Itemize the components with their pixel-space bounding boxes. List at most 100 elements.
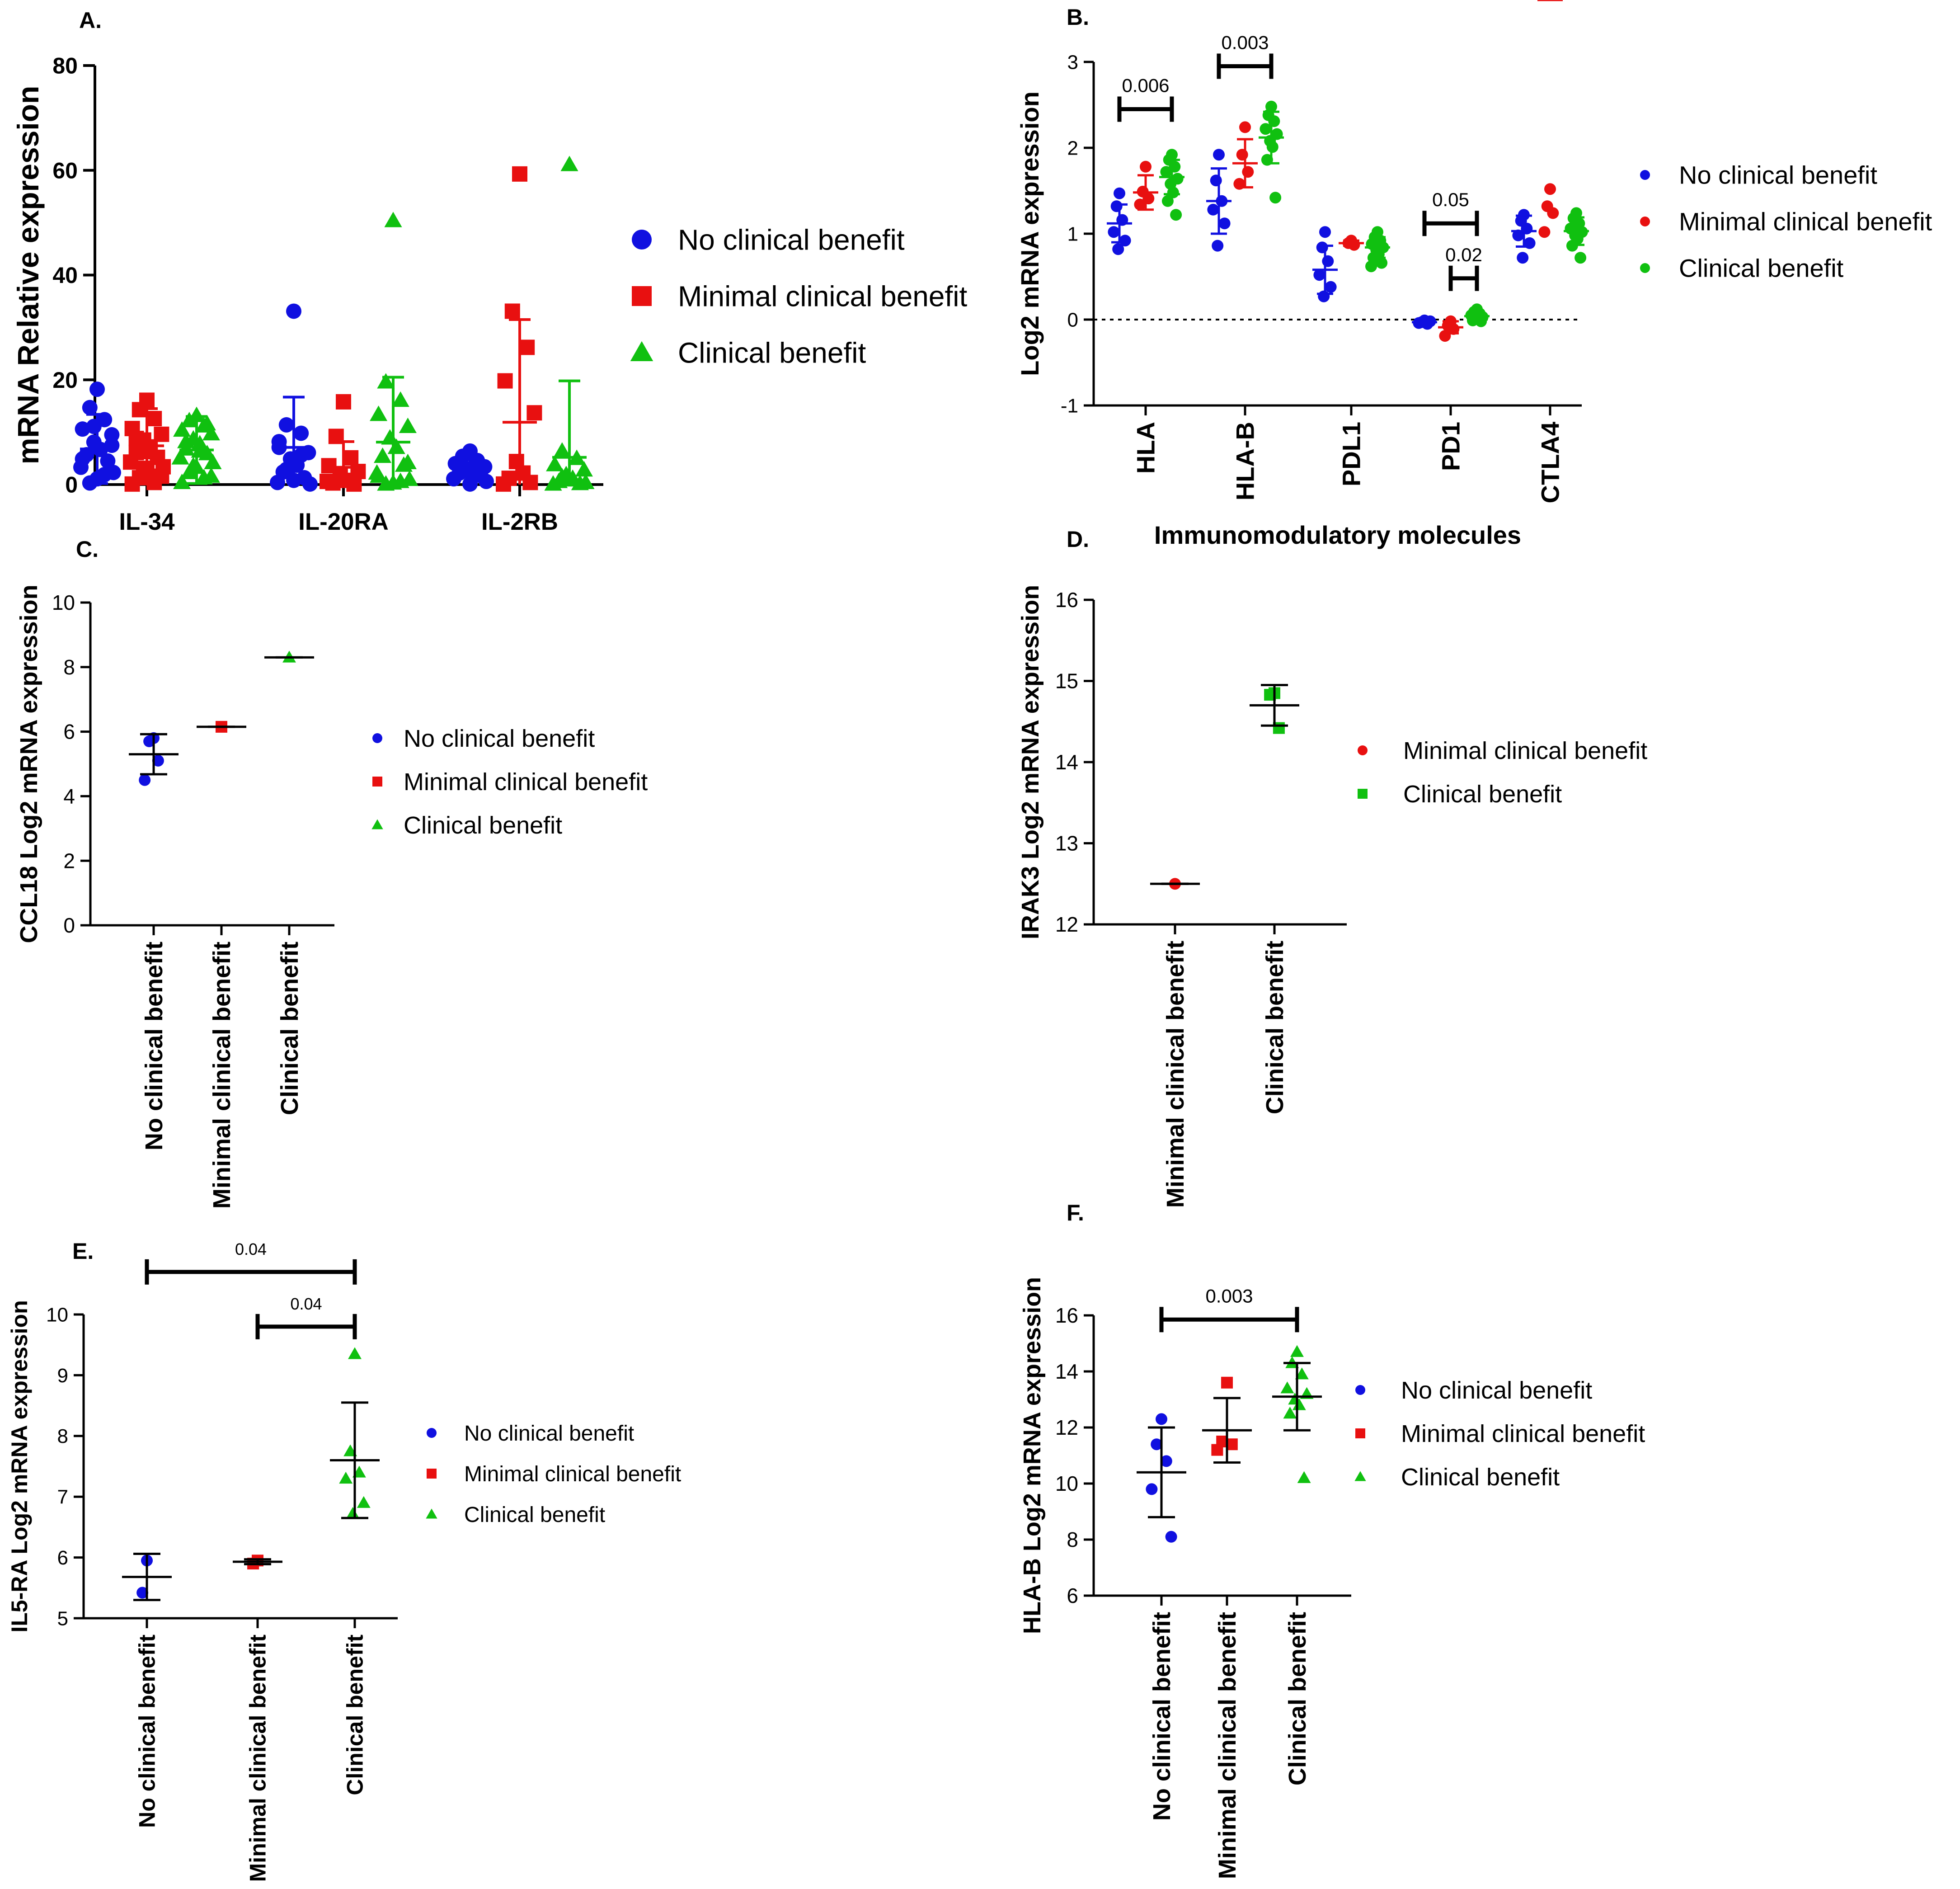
panel-e-xtick-label-clinical-benefit: Clinical benefit (343, 1635, 368, 1795)
panel-b-no-clinical-benefit-point (1313, 269, 1325, 281)
panel-a-ytick-label: 80 (52, 53, 78, 79)
panel-b-no-clinical-benefit-point (1512, 229, 1524, 241)
panel-e-clinical-benefit-point (339, 1471, 353, 1484)
panel-b-bracket-3-pvalue: 0.02 (1445, 244, 1482, 265)
panel-f-no-clinical-benefit-point (1146, 1483, 1158, 1495)
panel-f-clinical-benefit-point (1290, 1345, 1304, 1357)
panel-d-letter: D. (1067, 527, 1089, 552)
panel-b-clinical-benefit-point (1260, 123, 1272, 135)
panel-b-ytick-label: 3 (1067, 51, 1078, 73)
panel-d-ytick-label: 15 (1055, 669, 1078, 693)
panel-a-minimal-clinical-benefit-point (526, 405, 542, 421)
panel-a-clinical-benefit-point (553, 468, 571, 484)
panel-a-ytick-label: 40 (52, 263, 78, 288)
panel-f-legend-marker-minimal-clinical-benefit (1355, 1428, 1365, 1438)
panel-e-ytick-label: 6 (57, 1547, 68, 1569)
panel-a-xtick-label-il-20ra: IL-20RA (298, 509, 388, 535)
panel-d-ytick-label: 13 (1055, 832, 1078, 855)
panel-a-minimal-clinical-benefit-point (504, 303, 520, 319)
panel-c-ytick-label: 0 (63, 914, 75, 937)
panel-a-clinical-benefit-point (202, 425, 220, 441)
panel-b-bracket-2-pvalue: 0.05 (1432, 189, 1469, 210)
panel-b-no-clinical-benefit-point (1110, 200, 1123, 212)
panel-f-clinical-benefit-point (1283, 1407, 1297, 1419)
panel-b-no-clinical-benefit-point (1517, 252, 1529, 264)
panel-a: A. 0 20 40 60 80 mRNA Relative expression IL-34… (11, 8, 967, 535)
panel-a-no-clinical-benefit-point (278, 417, 294, 433)
panel-a-minimal-clinical-benefit-point (512, 166, 527, 182)
panel-b-minimal-clinical-benefit-point (1547, 207, 1559, 219)
panel-c-ylabel: CCL18 Log2 mRNA expression (15, 584, 42, 943)
panel-e-letter: E. (72, 1239, 94, 1264)
panel-b-xtick-label-ctla4: CTLA4 (1536, 422, 1565, 503)
panel-a-clinical-benefit-point (560, 155, 578, 171)
panel-b-xtick-label-pd1: PD1 (1437, 422, 1465, 471)
panel-d-xtick-label-minimal-clinical-benefit: Minimal clinical benefit (1162, 941, 1189, 1208)
panel-f-ytick-label: 10 (1055, 1472, 1078, 1495)
panel-a-no-clinical-benefit-point (302, 476, 318, 492)
panel-f-bracket-0-pvalue: 0.003 (1205, 1285, 1253, 1306)
panel-a-clinical-benefit-point (577, 473, 595, 490)
panel-a-letter: A. (79, 8, 102, 33)
panel-a-no-clinical-benefit-point (86, 419, 102, 434)
panel-a-clinical-benefit-point (399, 453, 417, 469)
panel-a-minimal-clinical-benefit-point (346, 476, 362, 492)
panel-a-clinical-benefit-point (202, 467, 220, 483)
panel-a-minimal-clinical-benefit-point (154, 468, 169, 484)
panel-a-legend-label-clinical-benefit: Clinical benefit (678, 336, 866, 369)
panel-a-clinical-benefit-point (204, 453, 222, 469)
panel-a-no-clinical-benefit-point (270, 475, 285, 490)
panel-a-no-clinical-benefit-point (278, 462, 294, 477)
panel-b-letter: B. (1067, 5, 1089, 30)
panel-a-minimal-clinical-benefit-point (497, 373, 513, 389)
panel-b-clinical-benefit-point (1365, 260, 1377, 273)
panel-f-minimal-clinical-benefit-point (1221, 1376, 1233, 1389)
panel-b-clinical-benefit-point (1161, 195, 1174, 207)
panel-e-xtick-label-no-clinical-benefit: No clinical benefit (135, 1635, 160, 1828)
panel-a-clinical-benefit-point (173, 421, 191, 437)
panel-b-xtick-label-pdl1: PDL1 (1337, 422, 1366, 486)
panel-f: F. 6 8 10 12 14 16 HLA-B Log2 mRNA expression No… (1019, 1200, 1645, 1879)
panel-b-no-clinical-benefit-point (1218, 217, 1231, 230)
panel-a-no-clinical-benefit-point (462, 476, 478, 492)
panel-a-clinical-benefit-point (391, 472, 409, 488)
panel-e-ytick-label: 8 (57, 1425, 68, 1447)
panel-b: B. -1 0 1 2 3 Log2 mRNA expression HLA HLA-B PDL1… (1015, 0, 1932, 549)
panel-c: C. 0 2 4 6 8 10 CCL18 Log2 mRNA expression No cl… (15, 537, 648, 1209)
panel-b-minimal-clinical-benefit-point (1439, 330, 1451, 342)
panel-a-clinical-benefit-point (177, 433, 195, 448)
panel-d-ytick-label: 16 (1055, 588, 1078, 612)
panel-e-ytick-label: 5 (57, 1607, 68, 1630)
panel-a-no-clinical-benefit-point (446, 471, 461, 487)
panel-b-minimal-clinical-benefit-point (1239, 121, 1251, 133)
panel-a-ytick-label: 0 (65, 472, 78, 498)
panel-d: D. 12 13 14 15 16 IRAK3 Log2 mRNA expression Mi… (1017, 527, 1647, 1208)
panel-b-xtick-label-hla: HLA (1132, 422, 1160, 474)
panel-b-no-clinical-benefit-point (1325, 281, 1337, 293)
panel-e-xtick-label-minimal-clinical-benefit: Minimal clinical benefit (245, 1635, 271, 1882)
panel-e-legend-marker-clinical-benefit (426, 1508, 437, 1519)
panel-a-minimal-clinical-benefit-point (123, 454, 138, 470)
panel-a-xtick-label-il-34: IL-34 (119, 509, 175, 535)
panel-b-minimal-clinical-benefit-point (1134, 198, 1146, 211)
panel-f-ytick-label: 6 (1067, 1584, 1078, 1607)
panel-e-legend-marker-no-clinical-benefit (427, 1428, 437, 1438)
panel-b-no-clinical-benefit-point (1322, 255, 1334, 267)
panel-b-ytick-label: 2 (1067, 137, 1078, 159)
panel-a-minimal-clinical-benefit-point (136, 461, 151, 476)
panel-c-xtick-label-clinical-benefit: Clinical benefit (276, 942, 303, 1115)
panel-a-clinical-benefit-point (370, 467, 388, 483)
panel-a-legend-label-no-clinical-benefit: No clinical benefit (678, 223, 905, 256)
panel-e-ytick-label: 7 (57, 1486, 68, 1508)
panel-f-ytick-label: 16 (1055, 1304, 1078, 1327)
panel-e-ylabel: IL5-RA Log2 mRNA expression (7, 1300, 32, 1632)
panel-b-minimal-clinical-benefit-point (1236, 149, 1248, 161)
panel-b-no-clinical-benefit-point (1114, 187, 1125, 199)
panel-a-no-clinical-benefit-point (293, 425, 309, 441)
panel-a-clinical-benefit-point (374, 447, 392, 463)
panel-c-legend-label-clinical-benefit: Clinical benefit (404, 812, 562, 839)
panel-a-minimal-clinical-benefit-point (128, 431, 144, 447)
panel-a-minimal-clinical-benefit-point (496, 476, 511, 492)
panel-c-legend-label-minimal-clinical-benefit: Minimal clinical benefit (404, 768, 648, 796)
panel-b-ytick-label: -1 (1061, 395, 1078, 417)
